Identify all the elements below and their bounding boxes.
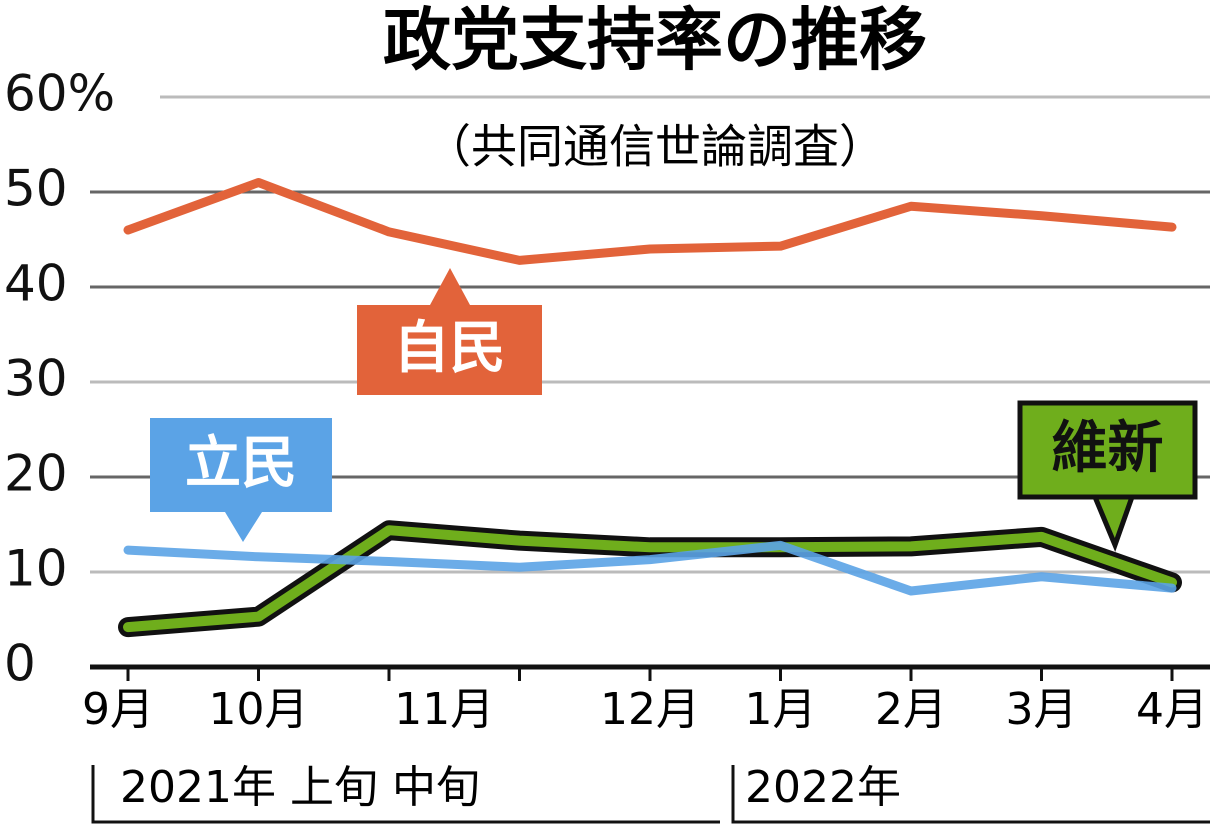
x-tick-label: 10月 <box>209 684 309 735</box>
series-line <box>123 540 1177 596</box>
series-line <box>123 525 1177 633</box>
x-tick-label: 1月 <box>745 684 817 735</box>
x-tick-label: 12月 <box>600 684 700 735</box>
y-tick-label: 50 <box>4 160 68 218</box>
x-group-label: 11月 <box>394 684 494 735</box>
x-tick-label: 4月 <box>1136 684 1208 735</box>
y-tick-label: 60% <box>4 65 115 123</box>
legend-box <box>1017 400 1198 552</box>
x-tick-label: 2月 <box>875 684 947 735</box>
y-tick-label: 30 <box>4 350 68 408</box>
series-line <box>123 178 1177 265</box>
legend-box <box>150 418 332 542</box>
legend-box <box>357 268 542 395</box>
x-tick-label: 3月 <box>1006 684 1078 735</box>
y-tick-label: 0 <box>4 635 36 693</box>
y-tick-label: 40 <box>4 255 68 313</box>
period-bracket <box>91 765 720 824</box>
legend-label: 立民 <box>185 431 297 496</box>
period-label: 2021年 上旬 中旬 <box>120 762 480 813</box>
legend-label: 維新 <box>1052 416 1164 481</box>
period-label: 2022年 <box>745 762 901 813</box>
y-tick-label: 10 <box>4 540 68 598</box>
legend-label: 自民 <box>394 316 506 381</box>
chart-title: 政党支持率の推移 <box>383 2 927 81</box>
y-tick-label: 20 <box>4 445 68 503</box>
period-bracket <box>731 765 1210 824</box>
x-tick-label: 9月 <box>82 684 154 735</box>
chart-subtitle: （共同通信世論調査） <box>425 120 885 174</box>
